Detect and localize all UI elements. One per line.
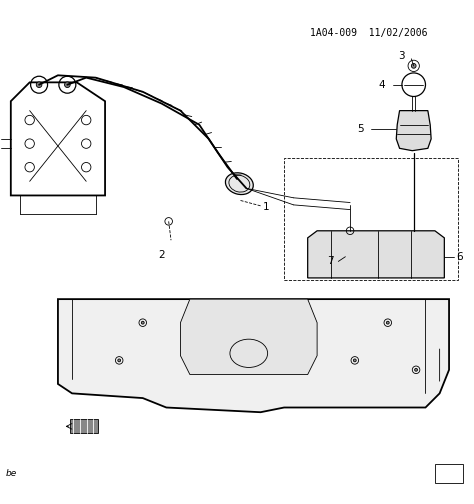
Polygon shape xyxy=(308,231,444,278)
Ellipse shape xyxy=(226,173,253,195)
Circle shape xyxy=(141,321,144,324)
Bar xyxy=(284,158,458,280)
Text: 1: 1 xyxy=(263,202,270,212)
Text: 2: 2 xyxy=(158,249,165,260)
Circle shape xyxy=(415,368,418,371)
Polygon shape xyxy=(396,111,431,151)
Text: 6: 6 xyxy=(456,251,463,262)
Text: 3: 3 xyxy=(398,51,404,61)
Text: be: be xyxy=(6,469,18,478)
Bar xyxy=(435,464,463,483)
Text: 4: 4 xyxy=(379,80,385,90)
Polygon shape xyxy=(70,419,98,433)
Circle shape xyxy=(36,82,42,88)
Text: 7: 7 xyxy=(327,257,334,267)
Circle shape xyxy=(118,359,120,362)
Polygon shape xyxy=(181,299,317,374)
Text: 1A04-009  11/02/2006: 1A04-009 11/02/2006 xyxy=(310,28,428,38)
Circle shape xyxy=(64,82,70,88)
Circle shape xyxy=(354,359,356,362)
Text: 5: 5 xyxy=(357,124,364,135)
Polygon shape xyxy=(58,299,449,412)
Circle shape xyxy=(411,64,416,68)
Circle shape xyxy=(386,321,389,324)
